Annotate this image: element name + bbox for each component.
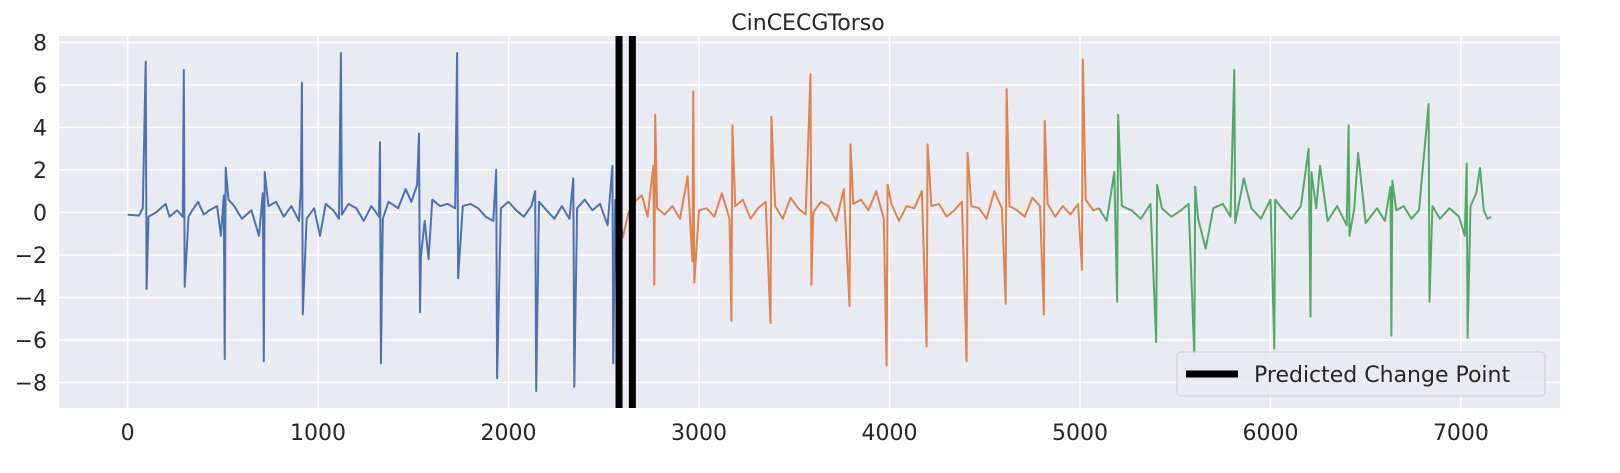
x-tick-label: 0 [121, 421, 135, 446]
series-line-2 [621, 58, 1100, 367]
x-tick-label: 5000 [1052, 421, 1108, 446]
y-tick-label: 2 [33, 159, 47, 184]
axis-tick-labels: 0 1000 2000 3000 4000 5000 6000 7000 −8 −6 −4 −2 0 2 4… [15, 31, 1489, 446]
x-tick-label: 1000 [290, 421, 346, 446]
y-tick-label: −4 [15, 286, 47, 311]
y-tick-label: 0 [33, 201, 47, 226]
y-tick-label: 4 [33, 116, 47, 141]
x-tick-label: 4000 [862, 421, 918, 446]
x-tick-label: 3000 [671, 421, 727, 446]
x-tick-label: 6000 [1242, 421, 1298, 446]
y-tick-label: −8 [15, 371, 47, 396]
y-tick-label: 6 [33, 74, 47, 99]
y-tick-label: 8 [33, 31, 47, 56]
x-tick-label: 7000 [1433, 421, 1489, 446]
series-layer [127, 52, 1492, 392]
y-tick-label: −2 [15, 244, 47, 269]
legend-box [1176, 351, 1546, 397]
series-line-3 [1098, 69, 1492, 356]
legend: Predicted Change Point [1176, 351, 1546, 397]
legend-label-change-point: Predicted Change Point [1254, 363, 1510, 388]
x-tick-label: 2000 [481, 421, 537, 446]
y-tick-label: −6 [15, 329, 47, 354]
series-line-1 [127, 52, 624, 392]
change-point-layer [615, 36, 636, 408]
chart-title: CinCECGTorso [731, 11, 884, 36]
